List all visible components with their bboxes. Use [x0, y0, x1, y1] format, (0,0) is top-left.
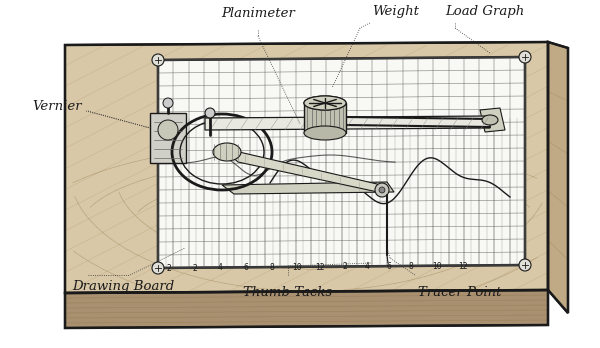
Circle shape	[519, 51, 531, 63]
Ellipse shape	[482, 115, 498, 125]
Circle shape	[152, 262, 164, 274]
Ellipse shape	[304, 126, 346, 140]
Text: 8: 8	[409, 262, 413, 271]
Text: 2: 2	[167, 264, 172, 273]
Ellipse shape	[304, 96, 346, 110]
Circle shape	[205, 108, 215, 118]
Bar	[150, 113, 186, 163]
Bar	[304, 103, 346, 133]
Polygon shape	[65, 42, 548, 293]
Circle shape	[158, 120, 178, 140]
Text: 2: 2	[193, 264, 197, 273]
Text: 10: 10	[432, 262, 442, 271]
Text: Planimeter: Planimeter	[221, 7, 295, 20]
Text: 8: 8	[269, 263, 274, 272]
Text: 10: 10	[293, 263, 302, 272]
Circle shape	[379, 187, 385, 193]
Circle shape	[152, 54, 164, 66]
Text: Thumb Tacks: Thumb Tacks	[244, 286, 332, 299]
Polygon shape	[222, 182, 394, 194]
Text: Load Graph: Load Graph	[445, 5, 524, 18]
Ellipse shape	[213, 143, 241, 161]
Polygon shape	[205, 116, 490, 130]
Polygon shape	[65, 290, 548, 328]
Polygon shape	[548, 42, 568, 313]
Text: Weight: Weight	[372, 5, 419, 18]
Polygon shape	[158, 57, 525, 268]
Text: 4: 4	[218, 263, 223, 272]
Ellipse shape	[304, 96, 346, 110]
Circle shape	[519, 259, 531, 271]
Polygon shape	[222, 148, 387, 194]
Text: 4: 4	[365, 262, 370, 271]
Circle shape	[375, 183, 389, 197]
Polygon shape	[480, 108, 505, 132]
Text: 6: 6	[387, 262, 392, 271]
Text: Drawing Board: Drawing Board	[72, 280, 174, 293]
Circle shape	[163, 98, 173, 108]
Text: 6: 6	[244, 263, 248, 272]
Text: 2: 2	[343, 262, 347, 271]
Text: 12: 12	[458, 261, 467, 270]
Text: Tracer Point: Tracer Point	[418, 286, 502, 299]
Text: 12: 12	[315, 263, 324, 272]
Text: Vernier: Vernier	[32, 100, 82, 112]
